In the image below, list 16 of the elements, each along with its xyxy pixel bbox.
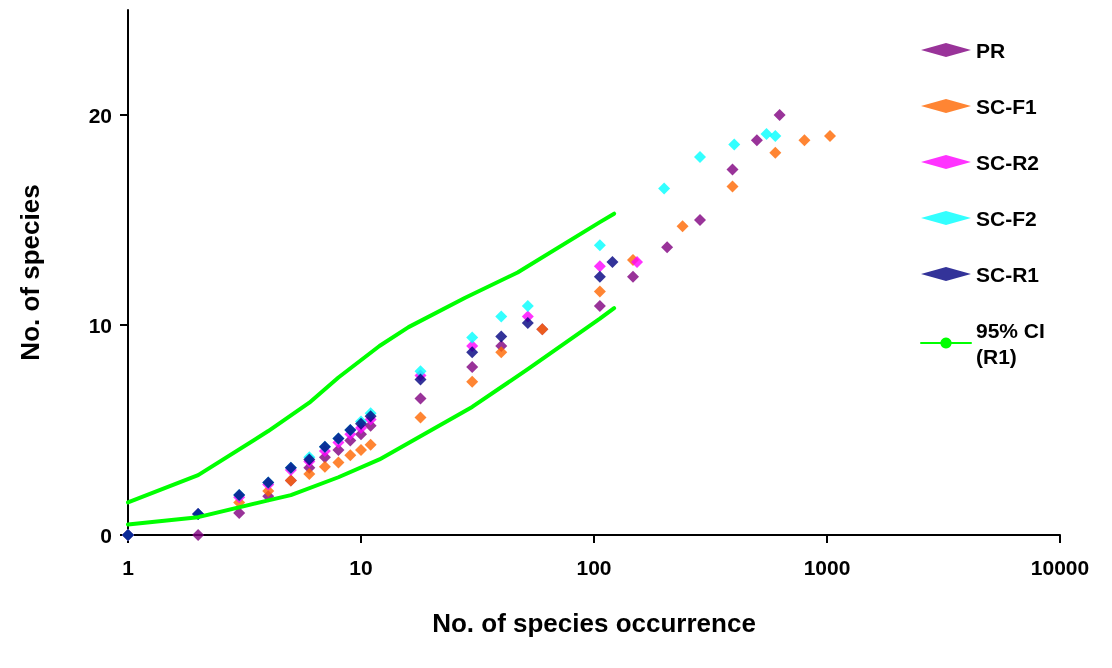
x-tick-label: 1000: [803, 556, 851, 579]
legend-label: 95% CI (R1): [976, 318, 1051, 368]
x-tick-label: 1: [122, 556, 135, 579]
y-tick-label: 0: [100, 523, 112, 547]
x-tick-label: 10: [349, 556, 373, 579]
legend-label: SC-F1: [976, 94, 1037, 118]
y-axis-title: No. of species: [15, 184, 45, 361]
legend-label: SC-R1: [976, 262, 1040, 286]
y-tick-label: 20: [88, 103, 112, 127]
x-axis-title: No. of species occurrence: [432, 608, 756, 638]
x-tick-label: 10000: [1030, 556, 1090, 579]
x-tick-label: 100: [576, 556, 612, 579]
y-tick-label: 10: [88, 313, 112, 337]
legend-label: SC-F2: [976, 206, 1037, 230]
legend-label: PR: [976, 38, 1006, 62]
legend-label: SC-R2: [976, 150, 1040, 174]
